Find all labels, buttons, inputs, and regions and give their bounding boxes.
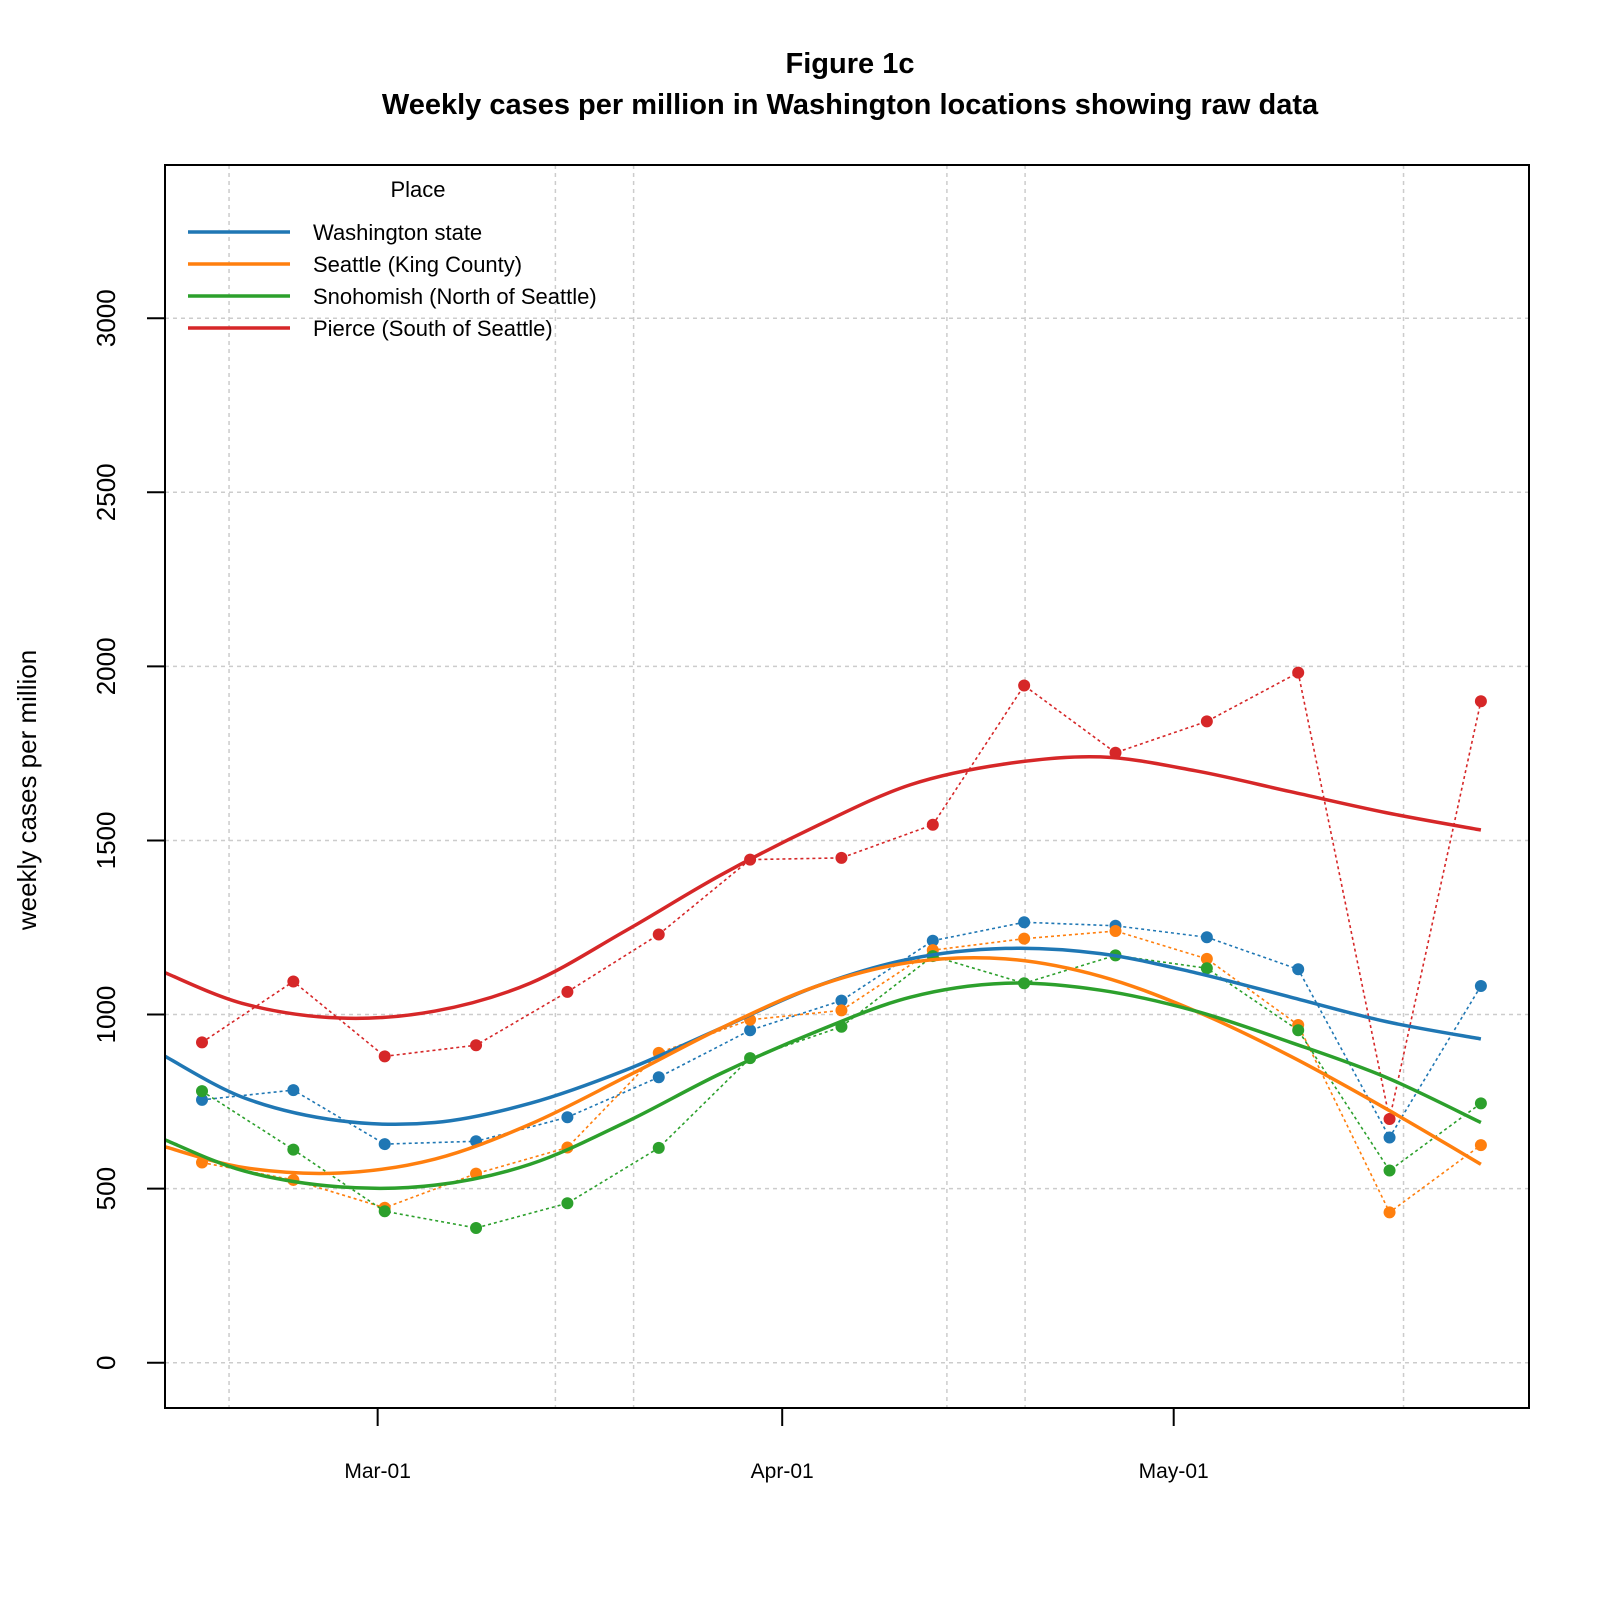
y-tick-label: 3000 xyxy=(91,289,121,347)
data-point-pierce-south-of-seattle xyxy=(1383,1113,1396,1126)
data-point-pierce-south-of-seattle xyxy=(835,851,848,864)
y-tick-label: 1000 xyxy=(91,986,121,1044)
chart-subtitle: Weekly cases per million in Washington l… xyxy=(382,89,1319,121)
smoothed-line-seattle-king-county xyxy=(164,955,1482,1176)
data-point-washington-state xyxy=(378,1138,391,1151)
data-point-seattle-king-county xyxy=(1383,1206,1396,1219)
data-point-snohomish-north-of-seattle xyxy=(378,1205,391,1218)
y-tick-label: 500 xyxy=(91,1167,121,1210)
data-point-washington-state xyxy=(196,1093,208,1106)
data-point-seattle-king-county xyxy=(1109,924,1122,937)
data-point-snohomish-north-of-seattle xyxy=(652,1141,665,1154)
plot-frame xyxy=(164,164,1530,1409)
data-point-seattle-king-county xyxy=(835,1004,848,1017)
data-point-seattle-king-county xyxy=(1474,1139,1487,1152)
chart-title: Figure 1c xyxy=(786,48,915,80)
data-point-washington-state xyxy=(652,1071,665,1084)
data-point-washington-state xyxy=(1292,963,1305,976)
data-point-washington-state xyxy=(835,994,848,1007)
data-point-pierce-south-of-seattle xyxy=(470,1039,483,1052)
y-tick-label: 2500 xyxy=(91,463,121,521)
data-point-washington-state xyxy=(926,934,939,947)
legend-label-snohomish-north-of-seattle: Snohomish (North of Seattle) xyxy=(313,284,597,309)
data-point-pierce-south-of-seattle xyxy=(1109,746,1122,759)
y-tick-label: 0 xyxy=(91,1356,121,1370)
data-point-washington-state xyxy=(1474,980,1487,993)
data-point-pierce-south-of-seattle xyxy=(378,1050,391,1063)
raw-line-washington-state xyxy=(201,921,1482,1145)
data-point-snohomish-north-of-seattle xyxy=(196,1085,208,1098)
data-point-snohomish-north-of-seattle xyxy=(1292,1024,1305,1037)
smoothed-line-washington-state xyxy=(164,946,1482,1127)
data-point-seattle-king-county xyxy=(1200,952,1213,965)
grid-layer xyxy=(165,165,1529,1408)
data-point-snohomish-north-of-seattle xyxy=(561,1197,574,1210)
smoothed-line-pierce-south-of-seattle xyxy=(164,754,1482,1021)
data-point-washington-state xyxy=(561,1111,574,1124)
data-point-washington-state xyxy=(744,1024,757,1037)
data-point-snohomish-north-of-seattle xyxy=(1200,962,1213,975)
x-tick-label: May-01 xyxy=(1139,1460,1209,1483)
data-point-pierce-south-of-seattle xyxy=(1474,695,1487,708)
legend-label-seattle-king-county: Seattle (King County) xyxy=(313,252,522,277)
axis-layer: 0 500 1000 1500 2000 2500 3000 Mar-01 Apr-01 May-… xyxy=(91,289,1209,1483)
data-point-pierce-south-of-seattle xyxy=(1018,679,1031,692)
data-point-pierce-south-of-seattle xyxy=(1200,715,1213,728)
data-point-pierce-south-of-seattle xyxy=(652,928,665,941)
raw-data-layer xyxy=(196,666,1487,1234)
data-point-washington-state xyxy=(1200,931,1213,944)
raw-line-seattle-king-county xyxy=(201,930,1482,1214)
x-tick-label: Mar-01 xyxy=(344,1460,411,1483)
y-axis-label: weekly cases per million xyxy=(12,650,42,931)
smoothed-layer xyxy=(164,754,1482,1191)
legend-label-washington-state: Washington state xyxy=(313,220,482,245)
data-point-snohomish-north-of-seattle xyxy=(1383,1164,1396,1177)
data-point-washington-state xyxy=(1383,1131,1396,1144)
data-point-washington-state xyxy=(1018,916,1031,929)
data-point-washington-state xyxy=(287,1084,300,1097)
smoothed-line-snohomish-north-of-seattle xyxy=(164,981,1482,1191)
x-tick-label: Apr-01 xyxy=(751,1460,814,1483)
raw-line-pierce-south-of-seattle xyxy=(201,671,1482,1120)
y-tick-label: 2000 xyxy=(91,637,121,695)
legend-title: Place xyxy=(390,177,445,202)
data-point-snohomish-north-of-seattle xyxy=(470,1221,483,1234)
legend: Place Washington state Seattle (King Count… xyxy=(188,177,597,341)
data-point-snohomish-north-of-seattle xyxy=(287,1143,300,1156)
data-point-snohomish-north-of-seattle xyxy=(1474,1097,1487,1110)
data-point-pierce-south-of-seattle xyxy=(926,818,939,831)
data-point-pierce-south-of-seattle xyxy=(196,1036,208,1049)
y-tick-label: 1500 xyxy=(91,812,121,870)
data-point-pierce-south-of-seattle xyxy=(287,975,300,988)
legend-label-pierce-south-of-seattle: Pierce (South of Seattle) xyxy=(313,316,553,341)
data-point-seattle-king-county xyxy=(1018,932,1031,945)
data-point-pierce-south-of-seattle xyxy=(1292,666,1305,679)
data-point-pierce-south-of-seattle xyxy=(561,985,574,998)
